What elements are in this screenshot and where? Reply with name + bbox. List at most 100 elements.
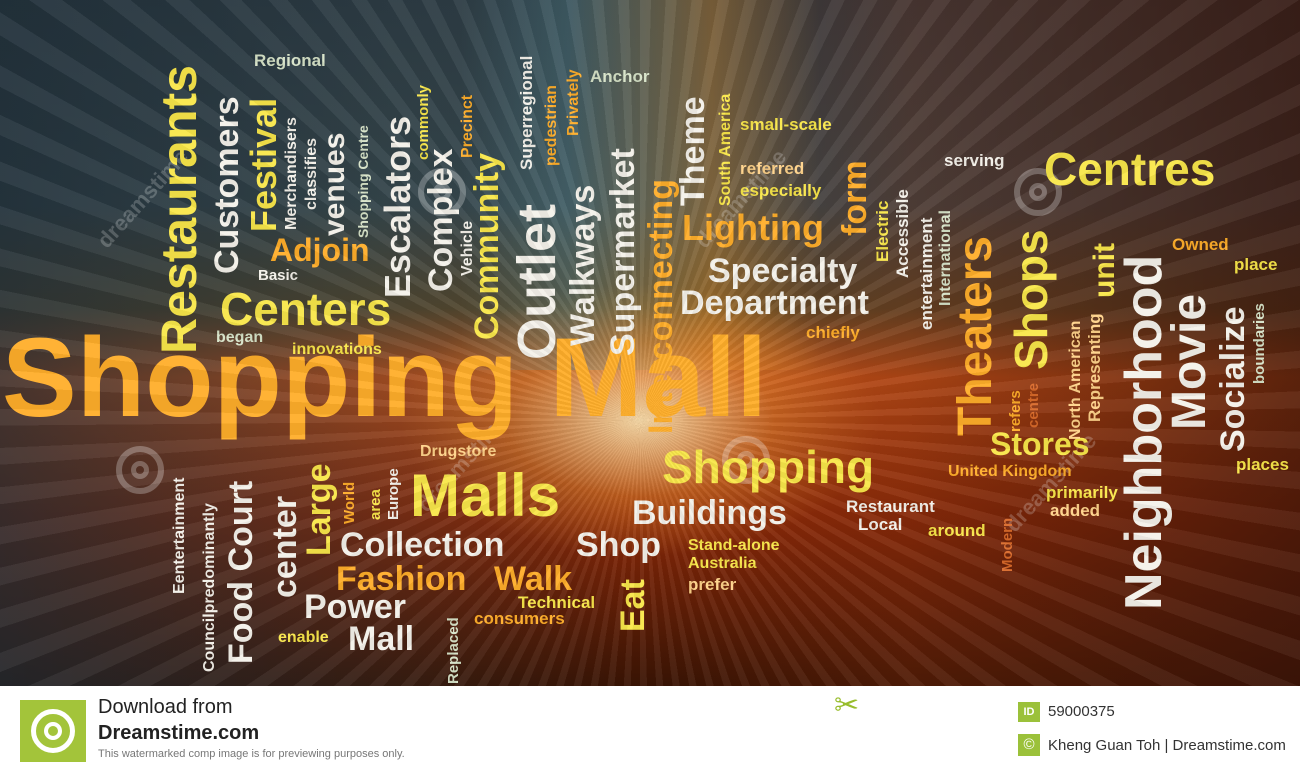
dreamstime-logo-icon [20,700,86,762]
word-electric: Electric [873,200,892,262]
word-entertainment-lc: entertainment [917,217,936,330]
watermark-spiral-icon [1014,168,1062,216]
watermark-text: dreamstime [690,144,792,253]
word-venues: venues [318,132,351,236]
word-replaced: Replaced [445,617,462,684]
word-form: form [836,160,874,236]
word-malls: Malls [410,462,561,529]
word-cloud-image: dreamstime dreamstime dreamstime dreamst… [0,0,1300,686]
word-supermarket: Supermarket [604,148,642,356]
word-united-kingdom: United Kingdom [948,463,1072,480]
word-stand-alone: Stand-alone [688,537,780,554]
word-walk: Walk [494,560,573,598]
word-drugstore: Drugstore [420,443,497,460]
word-centre: centre [1025,382,1042,428]
word-department: Department [680,284,869,322]
word-community: Community [468,153,506,340]
word-south-america: South America [717,93,734,206]
word-festival: Festival [243,97,284,232]
watermark-spiral-icon [116,446,164,494]
word-complex: Complex [422,148,460,292]
word-shopping: Shopping [662,441,875,493]
word-center: center [266,495,304,598]
word-anchor: Anchor [590,67,650,86]
word-interconnecting: Interconnecting [642,178,680,434]
word-specialty: Specialty [708,252,858,290]
word-small-scale: small-scale [740,115,832,134]
word-theme: Theme [674,96,712,206]
word-classifies: classifies [303,137,320,210]
word-regional: Regional [254,51,326,70]
word-theaters: Theaters [949,235,1002,436]
author-credit: Kheng Guan Toh | Dreamstime.com [1048,737,1286,754]
word-food-court: Food Court [222,480,260,664]
word-area: area [367,489,384,520]
word-fashion: Fashion [336,560,467,598]
word-serving: serving [944,151,1005,170]
download-site-link[interactable]: Dreamstime.com [98,722,260,744]
word-customers: Customers [208,96,246,274]
word-vehicle: Vehicle [459,220,476,276]
word-centers: Centers [220,283,392,335]
id-badge-icon: ID [1018,702,1040,722]
word-shopping-centre: Shopping Centre [355,125,371,238]
word-eat: Eat [614,579,652,632]
word-stores: Stores [990,426,1090,462]
word-large: Large [300,463,338,556]
word-owned: Owned [1172,235,1229,254]
word-consumers: consumers [474,609,565,628]
word-shop: Shop [576,526,661,564]
word-local: Local [858,515,903,534]
word-precinct: Precinct [459,94,476,158]
word-around: around [928,521,986,540]
word-pedestrian: pedestrian [543,85,560,166]
word-walkways: Walkways [564,184,602,346]
word-added: added [1050,501,1101,520]
word-restaurants: Restaurants [151,65,207,354]
download-line1: Download from [98,696,233,718]
word-movie: Movie [1163,293,1216,430]
word-power: Power [304,588,407,626]
word-lighting: Lighting [682,207,824,248]
word-buildings: Buildings [632,494,787,532]
word-prefer: prefer [688,575,737,594]
watermark-spiral-icon [722,436,770,484]
word-places: places [1236,455,1289,474]
word-boundaries: boundaries [1251,303,1268,384]
word-world: World [341,481,358,524]
word-international: International [937,209,954,306]
word-accessible: Accessible [893,189,912,278]
watermark-text: dreamstime [1000,428,1102,537]
word-modern: Modern [999,517,1016,572]
word-referred: referred [740,159,805,178]
word-superregional: Superregional [517,55,536,170]
word-privately: Privately [565,69,582,136]
word-unit: unit [1088,243,1121,298]
word-europe: Europe [385,468,402,520]
word-technical: Technical [518,593,596,612]
word-enable: enable [278,629,329,646]
word-basic: Basic [258,267,299,284]
preview-notice: This watermarked comp image is for previ… [98,748,405,760]
word-outlet: Outlet [507,204,567,360]
word-adjoin: Adjoin [270,232,370,268]
footer: Download from Dreamstime.com This waterm… [0,686,1300,774]
word-chiefly: chiefly [806,323,860,342]
light-rays [460,0,820,370]
word-escalators: Escalators [377,115,418,298]
word-shopping-mall: Shopping Mall [2,315,768,440]
word-mall: Mall [348,620,415,658]
watermark-text: dreamstime [412,408,514,517]
word-merchandisers: Merchandisers [283,117,300,230]
scissors-icon: ✂ [834,689,860,722]
word-eentertainment: Eentertainment [171,477,188,594]
word-primarily: primarily [1046,483,1118,502]
word-especially: especially [740,181,822,200]
word-north-american: North American [1067,320,1084,440]
word-place: place [1234,255,1278,274]
word-socialize: Socialize [1214,306,1252,452]
watermark-text: dreamstime [92,144,194,253]
word-began: began [216,329,264,346]
word-centres: Centres [1044,143,1216,195]
copyright-icon: © [1018,734,1040,756]
